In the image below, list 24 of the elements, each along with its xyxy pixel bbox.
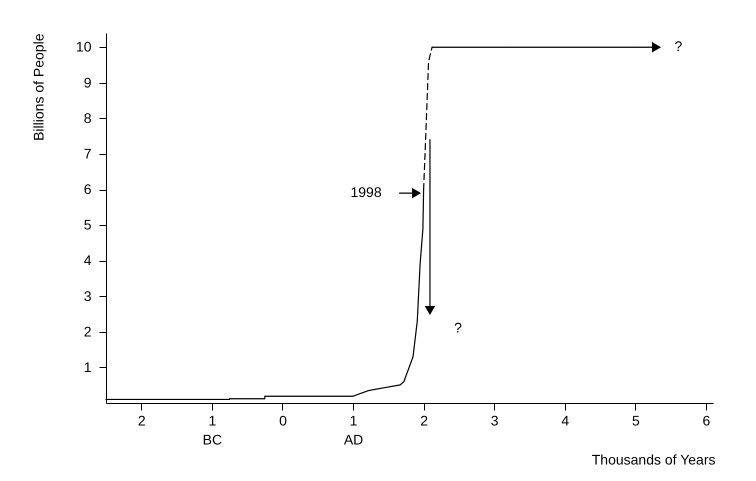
- x-tick-label: 0: [279, 412, 288, 428]
- y-tick-label: 10: [76, 38, 92, 55]
- y-tick-label: 1: [84, 358, 92, 375]
- annotation: ?: [454, 320, 462, 336]
- x-axis-title: Thousands of Years: [592, 452, 716, 468]
- x-tick-label: 1 AD: [344, 412, 364, 448]
- x-tick-label: 6: [702, 412, 711, 428]
- y-tick-label: 2: [84, 323, 92, 340]
- annotation: ?: [674, 38, 683, 54]
- annotation: 1998: [350, 184, 382, 200]
- y-tick-label: 6: [84, 181, 92, 198]
- y-tick-label: 7: [84, 145, 92, 162]
- y-tick-label: 9: [84, 74, 92, 90]
- y-tick-label: 4: [84, 252, 92, 268]
- x-tick-label: 4: [561, 412, 570, 428]
- x-tick-label: 1 BC: [202, 412, 222, 448]
- x-tick-label: 2: [420, 412, 428, 428]
- y-tick-label: 8: [84, 110, 92, 126]
- y-axis-title: Billions of People: [30, 33, 46, 141]
- y-tick-label: 5: [84, 216, 92, 233]
- x-tick-label: 3: [490, 412, 499, 428]
- y-tick-label: 3: [84, 288, 92, 304]
- x-tick-label: 5: [632, 412, 640, 428]
- x-tick-label: 2: [138, 412, 146, 428]
